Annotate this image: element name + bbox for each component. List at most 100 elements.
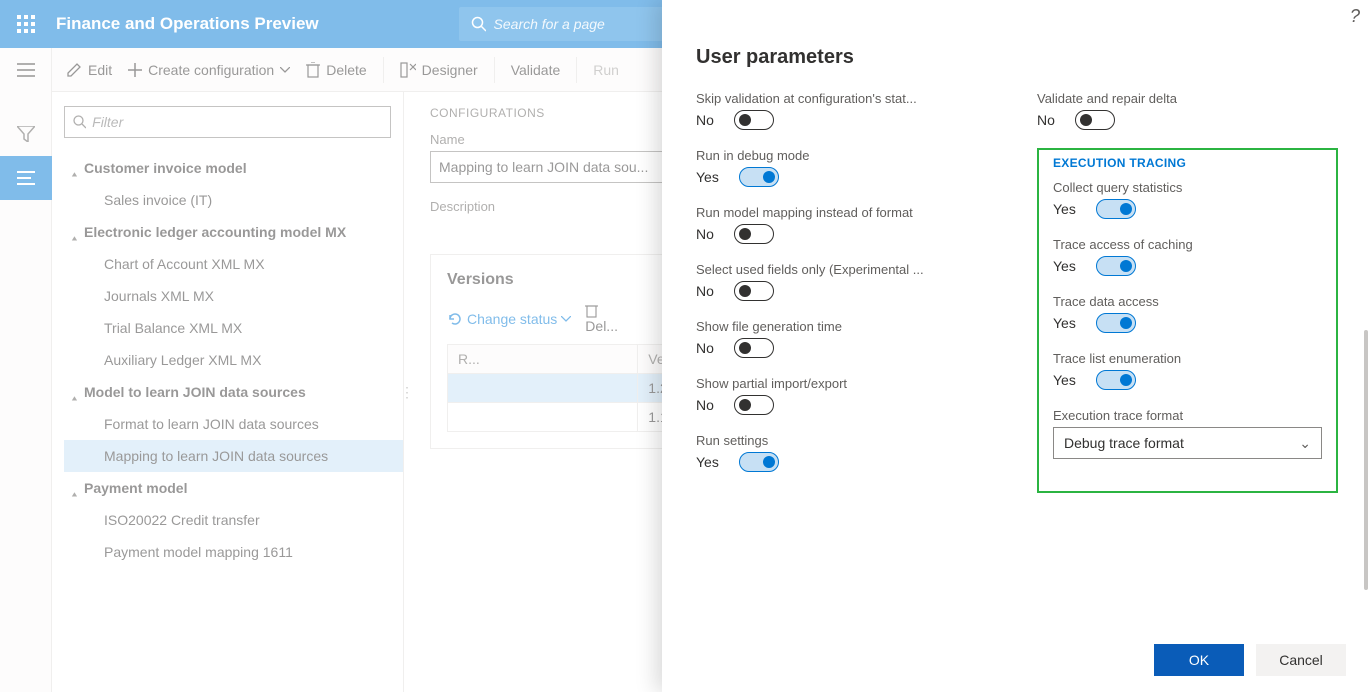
tree-child-node[interactable]: Trial Balance XML MX: [64, 312, 403, 344]
toggle-switch[interactable]: [734, 395, 774, 415]
parameter-label: Skip validation at configuration's stat.…: [696, 91, 997, 106]
right-param-column: Validate and repair delta No EXECUTION TR…: [1037, 91, 1338, 493]
parameter-value: Yes: [1053, 372, 1076, 388]
tree-filter-input[interactable]: [92, 114, 382, 130]
toggle-switch[interactable]: [734, 281, 774, 301]
trace-format-param: Execution trace format Debug trace forma…: [1053, 408, 1322, 459]
edit-button[interactable]: Edit: [66, 62, 112, 78]
toggle-switch[interactable]: [734, 110, 774, 130]
toggle-switch[interactable]: [1075, 110, 1115, 130]
parameter-value: Yes: [1053, 201, 1076, 217]
table-header[interactable]: R...: [448, 345, 638, 374]
trash-icon: [306, 62, 320, 78]
toggle-switch[interactable]: [1096, 256, 1136, 276]
validate-button[interactable]: Validate: [511, 62, 561, 78]
parameter-value: No: [696, 397, 714, 413]
tree-child-node[interactable]: ISO20022 Credit transfer: [64, 504, 403, 536]
cancel-button[interactable]: Cancel: [1256, 644, 1346, 676]
tree-child-node[interactable]: Auxiliary Ledger XML MX: [64, 344, 403, 376]
tree-child-node[interactable]: Journals XML MX: [64, 280, 403, 312]
delete-label: Delete: [326, 62, 366, 78]
parameter-value: No: [696, 340, 714, 356]
parameter-value: Yes: [1053, 315, 1076, 331]
create-config-button[interactable]: Create configuration: [128, 62, 290, 78]
app-launcher-icon[interactable]: [10, 8, 42, 40]
create-label: Create configuration: [148, 62, 274, 78]
parameter-row: Trace list enumeration Yes: [1053, 351, 1322, 390]
parameter-value: No: [1037, 112, 1055, 128]
tree-parent-node[interactable]: Electronic ledger accounting model MX: [64, 216, 403, 248]
toolbar-divider: [494, 57, 495, 83]
designer-label: Designer: [422, 62, 478, 78]
search-icon: [471, 16, 486, 32]
trace-format-label: Execution trace format: [1053, 408, 1322, 423]
parameter-value: No: [696, 283, 714, 299]
panel-body: User parameters Skip validation at confi…: [662, 0, 1372, 628]
tree-parent-node[interactable]: Model to learn JOIN data sources: [64, 376, 403, 408]
parameter-row: Run settingsYes: [696, 433, 997, 472]
rail-filter-icon[interactable]: [0, 112, 52, 156]
chevron-down-icon: ⌄: [1299, 435, 1311, 452]
parameter-label: Validate and repair delta: [1037, 91, 1338, 106]
parameter-label: Trace list enumeration: [1053, 351, 1322, 366]
parameter-label: Show file generation time: [696, 319, 997, 334]
toggle-switch[interactable]: [734, 338, 774, 358]
toggle-switch[interactable]: [734, 224, 774, 244]
parameter-label: Run model mapping instead of format: [696, 205, 997, 220]
change-status-button[interactable]: Change status: [447, 311, 571, 327]
chevron-down-icon: [280, 67, 290, 73]
tree-parent-node[interactable]: Payment model: [64, 472, 403, 504]
run-label: Run: [593, 62, 619, 78]
help-icon[interactable]: ?: [1350, 6, 1360, 27]
designer-button[interactable]: Designer: [400, 62, 478, 78]
execution-tracing-title: EXECUTION TRACING: [1053, 156, 1322, 170]
rail-list-icon[interactable]: [0, 156, 52, 200]
left-rail: [0, 48, 52, 692]
panel-footer: OK Cancel: [662, 628, 1372, 692]
toggle-switch[interactable]: [1096, 199, 1136, 219]
table-cell: [448, 403, 638, 432]
change-status-label: Change status: [467, 311, 557, 327]
toggle-switch[interactable]: [1096, 313, 1136, 333]
parameter-value: Yes: [1053, 258, 1076, 274]
parameter-row: Validate and repair delta No: [1037, 91, 1338, 130]
trace-format-select[interactable]: Debug trace format ⌄: [1053, 427, 1322, 459]
parameter-row: Show partial import/exportNo: [696, 376, 997, 415]
parameter-label: Trace access of caching: [1053, 237, 1322, 252]
versions-delete-button[interactable]: Del...: [585, 303, 618, 334]
config-tree: Customer invoice modelSales invoice (IT)…: [64, 152, 403, 568]
parameter-value: No: [696, 226, 714, 242]
toggle-switch[interactable]: [739, 452, 779, 472]
app-title: Finance and Operations Preview: [56, 14, 319, 34]
parameter-row: Trace data accessYes: [1053, 294, 1322, 333]
versions-delete-label: Del...: [585, 318, 618, 334]
trace-format-value: Debug trace format: [1064, 435, 1184, 451]
rail-hamburger-icon[interactable]: [0, 48, 52, 92]
ok-button[interactable]: OK: [1154, 644, 1244, 676]
parameter-row: Show file generation time No: [696, 319, 997, 358]
scrollbar[interactable]: [1364, 330, 1368, 590]
parameter-row: Select used fields only (Experimental ..…: [696, 262, 997, 301]
toggle-switch[interactable]: [1096, 370, 1136, 390]
tree-child-node[interactable]: Sales invoice (IT): [64, 184, 403, 216]
tree-parent-node[interactable]: Customer invoice model: [64, 152, 403, 184]
left-param-column: Skip validation at configuration's stat.…: [696, 91, 997, 493]
toggle-switch[interactable]: [739, 167, 779, 187]
tree-filter[interactable]: [64, 106, 391, 138]
refresh-icon: [447, 311, 463, 327]
parameter-row: Collect query statisticsYes: [1053, 180, 1322, 219]
tree-child-node[interactable]: Chart of Account XML MX: [64, 248, 403, 280]
delete-button[interactable]: Delete: [306, 62, 366, 78]
edit-label: Edit: [88, 62, 112, 78]
trash-icon: [585, 303, 598, 318]
parameter-value: Yes: [696, 169, 719, 185]
tree-child-node[interactable]: Format to learn JOIN data sources: [64, 408, 403, 440]
run-button: Run: [593, 62, 619, 78]
tree-child-node[interactable]: Mapping to learn JOIN data sources: [64, 440, 403, 472]
execution-tracing-section: EXECUTION TRACING Collect query statisti…: [1037, 148, 1338, 493]
tree-child-node[interactable]: Payment model mapping 1611: [64, 536, 403, 568]
tree-pane: Customer invoice modelSales invoice (IT)…: [52, 92, 404, 692]
parameter-label: Run settings: [696, 433, 997, 448]
pencil-icon: [66, 62, 82, 78]
user-parameters-panel: ? User parameters Skip validation at con…: [662, 0, 1372, 692]
